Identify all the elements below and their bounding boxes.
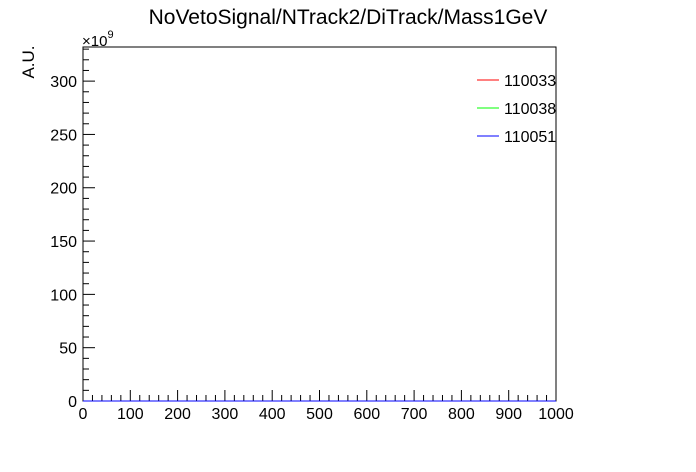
y-tick-label: 250: [50, 127, 77, 144]
x-tick-label: 900: [495, 406, 522, 423]
legend-label: 110051: [504, 129, 556, 146]
y-tick-label: 200: [50, 181, 77, 198]
plot-frame: [82, 46, 557, 402]
x-tick-label: 300: [212, 406, 239, 423]
y-axis-exponent-power: 9: [107, 29, 113, 41]
y-tick-label: 150: [50, 234, 77, 251]
x-tick-label: 700: [401, 406, 428, 423]
x-tick-label: 0: [79, 406, 88, 423]
x-tick-label: 600: [353, 406, 380, 423]
x-tick-label: 800: [448, 406, 475, 423]
y-tick-label: 100: [50, 287, 77, 304]
legend: 110033 110038 110051: [477, 73, 556, 146]
x-tick-label: 200: [164, 406, 191, 423]
y-tick-label: 300: [50, 74, 77, 91]
legend-label: 110033: [504, 73, 556, 90]
y-axis-exponent: ×109: [82, 29, 114, 50]
x-tick-label: 400: [259, 406, 286, 423]
y-axis-label: A.U.: [19, 45, 38, 78]
y-axis-ticks: 0 50 100 150 200 250 300: [50, 48, 95, 411]
y-axis-exponent-base: ×10: [82, 33, 107, 50]
legend-label: 110038: [504, 101, 556, 118]
x-tick-label: 1000: [538, 406, 574, 423]
x-tick-label: 500: [306, 406, 333, 423]
x-tick-label: 100: [117, 406, 144, 423]
x-axis-ticks: 0 100 200 300 400 500 600 700 800 900 1000: [79, 390, 574, 423]
y-tick-label: 50: [59, 341, 77, 358]
y-tick-label: 0: [68, 394, 77, 411]
chart-title: NoVetoSignal/NTrack2/DiTrack/Mass1GeV: [149, 6, 548, 29]
